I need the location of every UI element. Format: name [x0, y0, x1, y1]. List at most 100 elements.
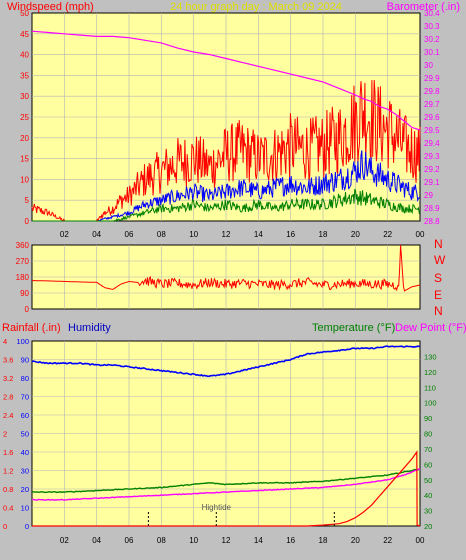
direction-letter-s: S: [434, 271, 442, 285]
climate-x-tick-label: 16: [286, 536, 295, 545]
climate-x-tick-label: 22: [383, 536, 392, 545]
direction-tick-label: 90: [20, 289, 29, 298]
rainfall-tick-label: 2: [3, 430, 7, 439]
windspeed-tick-label: 50: [20, 9, 29, 18]
temperature-tick-label: 90: [424, 414, 432, 423]
barometer-tick-label: 29.2: [424, 165, 440, 174]
windspeed-tick-label: 45: [20, 30, 29, 39]
windspeed-tick-label: 40: [20, 51, 29, 60]
climate-x-tick-label: 20: [351, 536, 360, 545]
chart-title: 24 hour graph day : March 09 2024: [170, 1, 342, 13]
wind-x-tick-label: 12: [222, 230, 231, 239]
barometer-tick-label: 28.9: [424, 204, 440, 213]
wind-x-tick-label: 20: [351, 230, 360, 239]
direction-tick-label: 180: [16, 273, 30, 282]
windspeed-tick-label: 15: [20, 155, 29, 164]
windspeed-axis-title: Windspeed (mph): [7, 1, 94, 13]
dew-point-series: [31, 468, 421, 501]
climate-x-tick-label: 04: [92, 536, 101, 545]
wind-x-tick-label: 00: [416, 230, 425, 239]
climate-x-tick-label: 08: [157, 536, 166, 545]
humidity-tick-label: 50: [21, 430, 29, 439]
humidity-axis-title: Humidity: [68, 322, 111, 334]
barometer-tick-label: 29.6: [424, 113, 440, 122]
rainfall-tick-label: 1.2: [3, 467, 13, 476]
humidity-tick-label: 80: [21, 374, 29, 383]
climate-x-tick-label: 02: [60, 536, 69, 545]
windspeed-tick-label: 0: [25, 217, 30, 226]
barometer-tick-label: 30.3: [424, 22, 440, 31]
barometer-axis-title: Barometer (.in): [387, 1, 460, 13]
temperature-tick-label: 70: [424, 445, 432, 454]
temperature-series: [32, 468, 421, 494]
rainfall-tick-label: 0.4: [3, 504, 13, 513]
direction-tick-label: 0: [25, 305, 30, 314]
temperature-tick-label: 120: [424, 368, 437, 377]
humidity-tick-label: 20: [21, 485, 29, 494]
barometer-tick-label: 29.4: [424, 139, 440, 148]
rainfall-series: [32, 450, 421, 527]
wind-x-tick-label: 04: [92, 230, 101, 239]
wind-x-tick-label: 22: [383, 230, 392, 239]
rainfall-tick-label: 4: [3, 337, 7, 346]
humidity-tick-label: 30: [21, 467, 29, 476]
dewpoint-axis-title: Dew Point (°F): [395, 322, 466, 334]
humidity-tick-label: 10: [21, 504, 29, 513]
windspeed-tick-label: 30: [20, 92, 29, 101]
rainfall-tick-label: 0: [3, 522, 7, 531]
barometer-tick-label: 30.1: [424, 48, 440, 57]
windspeed-tick-label: 5: [25, 196, 30, 205]
temperature-axis-title: Temperature (°F): [312, 322, 395, 334]
wind-gust-series: [31, 79, 421, 222]
rainfall-tick-label: 3.6: [3, 356, 13, 365]
wind-low-series: [32, 188, 421, 222]
temperature-tick-label: 20: [424, 522, 432, 531]
temperature-tick-label: 60: [424, 460, 432, 469]
wind-x-tick-label: 06: [125, 230, 134, 239]
windspeed-tick-label: 35: [20, 71, 29, 80]
wind-x-tick-label: 18: [319, 230, 328, 239]
temperature-tick-label: 130: [424, 352, 437, 361]
direction-letter-n-top: N: [434, 237, 443, 251]
humidity-tick-label: 100: [16, 337, 29, 346]
temperature-tick-label: 50: [424, 476, 432, 485]
direction-tick-label: 270: [16, 257, 30, 266]
humidity-tick-label: 70: [21, 393, 29, 402]
climate-x-tick-label: 12: [222, 536, 231, 545]
climate-x-tick-label: 18: [319, 536, 328, 545]
rainfall-tick-label: 3.2: [3, 374, 13, 383]
direction-letter-w: W: [434, 253, 446, 267]
barometer-tick-label: 29: [424, 191, 433, 200]
humidity-tick-label: 0: [25, 522, 29, 531]
wind-x-tick-label: 10: [189, 230, 198, 239]
hightide-label: Hightide: [202, 503, 232, 512]
humidity-tick-label: 60: [21, 411, 29, 420]
temperature-tick-label: 80: [424, 430, 432, 439]
barometer-tick-label: 28.8: [424, 217, 440, 226]
windspeed-tick-label: 25: [20, 113, 29, 122]
barometer-tick-label: 29.8: [424, 87, 440, 96]
barometer-series: [31, 30, 421, 131]
climate-x-tick-label: 10: [189, 536, 198, 545]
barometer-tick-label: 29.9: [424, 74, 440, 83]
wind-x-tick-label: 02: [60, 230, 69, 239]
rainfall-tick-label: 1.6: [3, 448, 13, 457]
rainfall-tick-label: 2.8: [3, 393, 13, 402]
temperature-tick-label: 100: [424, 399, 437, 408]
barometer-tick-label: 30: [424, 61, 433, 70]
wind-direction-series: [32, 244, 421, 292]
wind-x-tick-label: 08: [157, 230, 166, 239]
direction-letter-e: E: [434, 288, 442, 302]
humidity-series: [31, 345, 421, 378]
humidity-tick-label: 40: [21, 448, 29, 457]
temperature-tick-label: 40: [424, 491, 432, 500]
wind-x-tick-label: 16: [286, 230, 295, 239]
humidity-tick-label: 90: [21, 356, 29, 365]
windspeed-tick-label: 20: [20, 134, 29, 143]
barometer-tick-label: 29.7: [424, 100, 440, 109]
direction-letter-n-bottom: N: [434, 304, 443, 318]
barometer-tick-label: 29.1: [424, 178, 440, 187]
climate-x-tick-label: 00: [416, 536, 425, 545]
